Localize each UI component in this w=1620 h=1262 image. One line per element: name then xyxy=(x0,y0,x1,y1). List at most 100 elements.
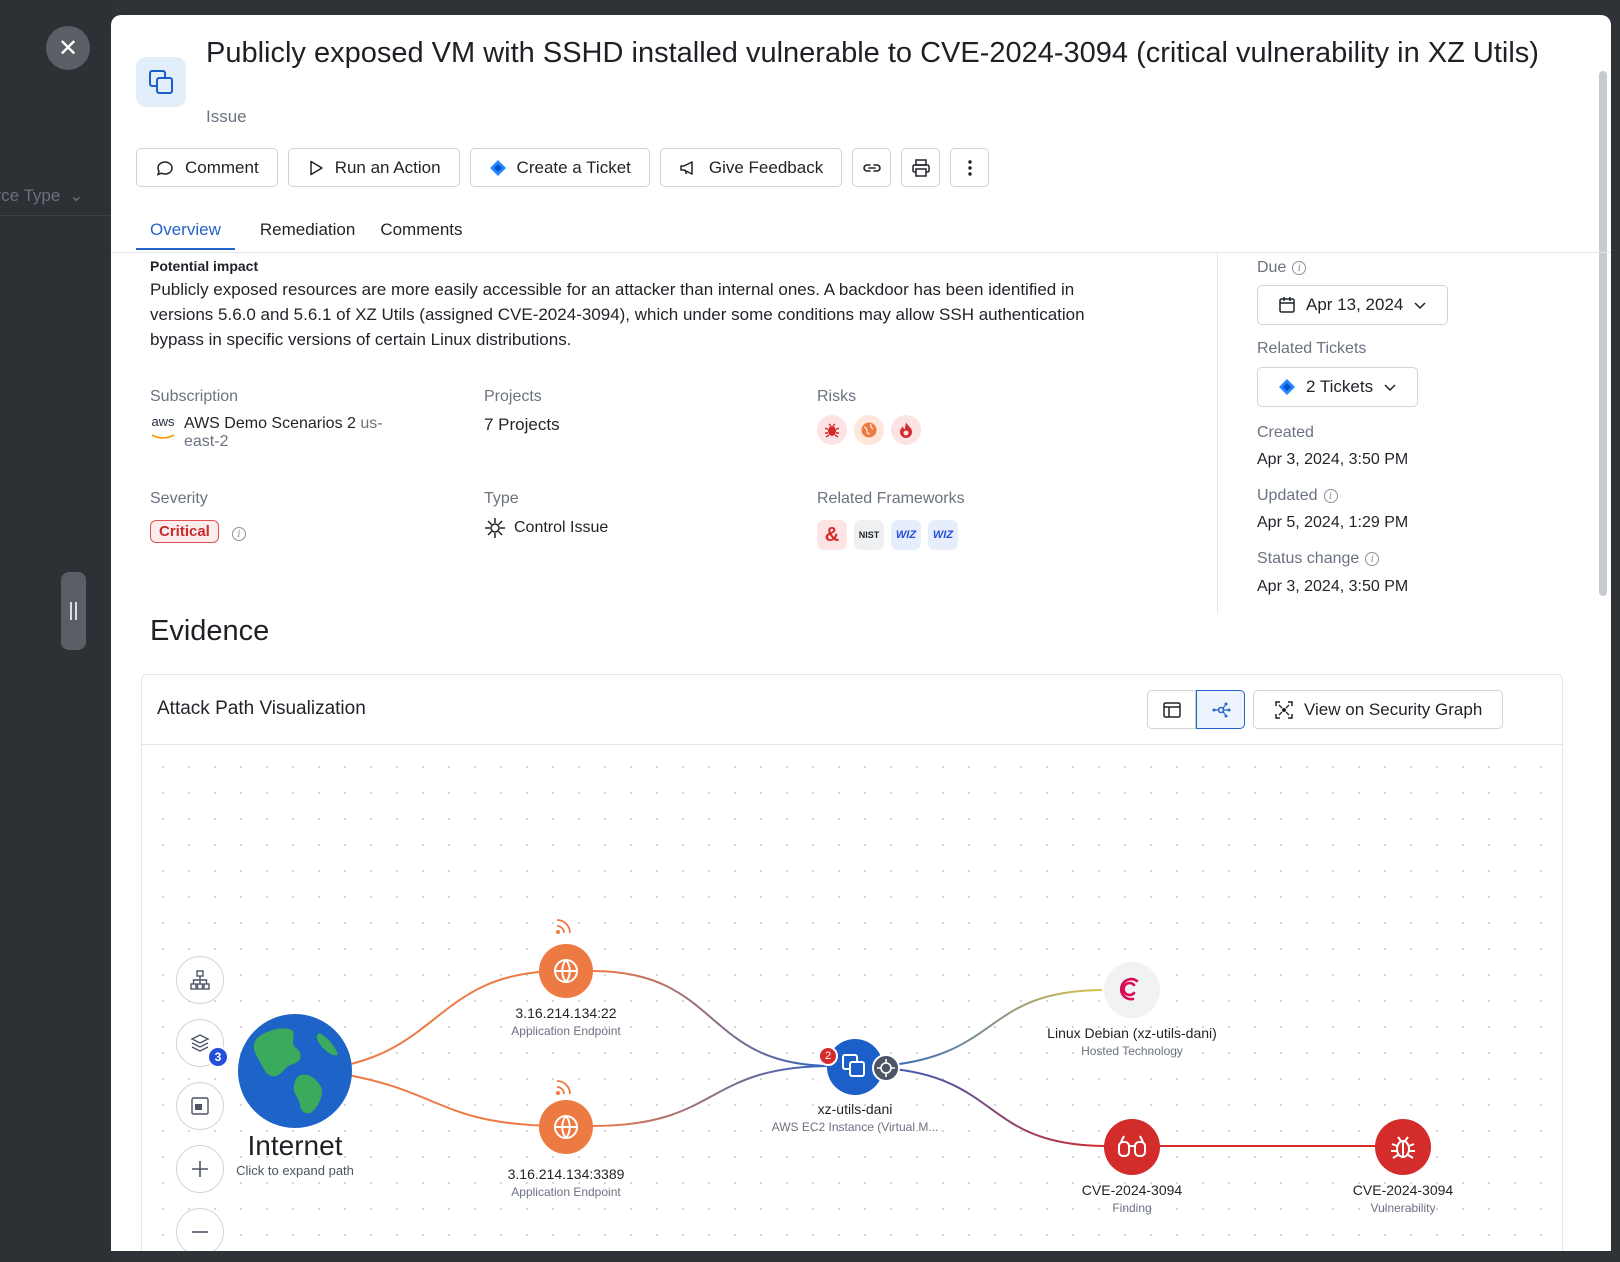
related-tickets-dropdown[interactable]: 2 Tickets xyxy=(1257,367,1419,407)
evidence-heading: Evidence xyxy=(150,615,270,647)
backdrop xyxy=(0,0,112,1262)
comment-button[interactable]: Comment xyxy=(136,148,278,187)
endpoint1-label: 3.16.214.134:22 xyxy=(515,1005,617,1021)
hierarchy-icon xyxy=(190,970,210,990)
endpoint2-label: 3.16.214.134:3389 xyxy=(507,1166,625,1182)
exposed-signal-icon xyxy=(556,1080,571,1095)
chevron-down-icon xyxy=(1414,302,1426,310)
sidebar-divider xyxy=(1217,253,1218,613)
link-icon xyxy=(862,163,881,172)
page-title: Publicly exposed VM with SSHD installed … xyxy=(206,37,1539,69)
issue-panel: Publicly exposed VM with SSHD installed … xyxy=(111,15,1611,1251)
vulnerability-sublabel: Vulnerability xyxy=(1370,1201,1436,1215)
chevron-down-icon xyxy=(1384,384,1396,392)
target-icon xyxy=(872,1054,900,1082)
layers-button[interactable]: 3 xyxy=(176,1019,229,1068)
graph-canvas[interactable]: 3 Internet Click to expand path xyxy=(142,746,1562,1251)
view-security-graph-button[interactable]: View on Security Graph xyxy=(1253,690,1504,729)
vm-icon xyxy=(136,57,186,107)
close-icon: ✕ xyxy=(57,34,79,62)
edge-endpoint1-vm xyxy=(591,970,833,1067)
hierarchy-layout-button[interactable] xyxy=(176,956,224,1004)
close-button[interactable]: ✕ xyxy=(46,26,90,70)
create-ticket-button[interactable]: Create a Ticket xyxy=(469,148,650,187)
attack-path-card: Attack Path Visualization View on Securi… xyxy=(141,674,1563,1251)
projects-value[interactable]: 7 Projects xyxy=(484,415,560,434)
zoom-out-button[interactable] xyxy=(176,1208,224,1251)
finding-binoculars-icon[interactable] xyxy=(1103,1118,1161,1176)
tickets-label: Related Tickets xyxy=(1257,340,1367,357)
bug-risk-icon[interactable] xyxy=(817,415,847,445)
endpoint1-sublabel: Application Endpoint xyxy=(511,1024,621,1038)
subscription-label: Subscription xyxy=(150,388,239,405)
due-date-picker[interactable]: Apr 13, 2024 xyxy=(1257,285,1449,325)
created-value: Apr 3, 2024, 3:50 PM xyxy=(1257,451,1409,468)
info-icon[interactable]: i xyxy=(1292,261,1307,275)
endpoint2-sublabel: Application Endpoint xyxy=(511,1185,621,1199)
type-value: Control Issue xyxy=(484,517,608,539)
internet-globe-icon[interactable] xyxy=(237,1013,353,1129)
give-feedback-button[interactable]: Give Feedback xyxy=(659,148,843,187)
vm-sublabel: AWS EC2 Instance (Virtual M... xyxy=(771,1120,939,1134)
wiz-framework-icon[interactable]: WIZ xyxy=(928,520,958,550)
info-icon[interactable]: i xyxy=(1323,489,1338,503)
projects-label: Projects xyxy=(484,388,542,405)
megaphone-icon xyxy=(680,160,693,175)
view-toggle xyxy=(1147,690,1245,729)
graph-edges xyxy=(341,970,1377,1147)
zoom-in-button[interactable] xyxy=(176,1145,224,1193)
type-label: Type xyxy=(484,490,519,507)
layers-count-badge: 3 xyxy=(207,1046,229,1068)
more-options-button[interactable] xyxy=(950,148,990,187)
tab-comments[interactable]: Comments xyxy=(380,220,463,239)
status-change-value: Apr 3, 2024, 3:50 PM xyxy=(1257,578,1409,595)
info-icon[interactable]: i xyxy=(232,527,246,541)
table-icon xyxy=(1162,701,1181,718)
wiz-framework-icon[interactable]: WIZ xyxy=(891,520,921,550)
updated-label: Updated i xyxy=(1257,487,1338,505)
resize-handle[interactable] xyxy=(61,572,86,650)
play-icon xyxy=(309,160,323,175)
tab-overview[interactable]: Overview xyxy=(136,220,235,250)
table-view-button[interactable] xyxy=(1147,690,1196,729)
page-subtitle: Issue xyxy=(206,107,247,126)
subscription-value[interactable]: aws AWS Demo Scenarios 2 us-east-2 xyxy=(151,414,383,451)
card-title: Attack Path Visualization xyxy=(157,698,366,719)
copy-link-button[interactable] xyxy=(852,148,892,187)
minus-icon xyxy=(192,1231,208,1233)
minimap-icon xyxy=(191,1097,209,1115)
vm-label: xz-utils-dani xyxy=(817,1101,893,1117)
minimap-button[interactable] xyxy=(176,1082,224,1130)
printer-icon xyxy=(911,158,930,177)
tab-bar: Overview Remediation Comments xyxy=(136,220,477,250)
debian-icon[interactable] xyxy=(1103,961,1161,1019)
endpoint-globe-icon[interactable] xyxy=(538,943,594,999)
updated-value: Apr 5, 2024, 1:29 PM xyxy=(1257,514,1409,531)
expand-graph-icon xyxy=(1275,700,1293,719)
vm-node-icon[interactable] xyxy=(826,1038,884,1096)
vulnerability-bug-icon[interactable] xyxy=(1374,1118,1432,1176)
due-label: Due i xyxy=(1257,259,1307,277)
impact-text: Publicly exposed resources are more easi… xyxy=(150,280,1085,349)
edge-vm-finding xyxy=(881,1067,1108,1147)
scrollbar[interactable] xyxy=(1599,71,1607,596)
tabs-divider xyxy=(111,252,1611,253)
endpoint-globe-icon[interactable] xyxy=(538,1099,594,1155)
graph-icon xyxy=(1212,702,1230,717)
print-button[interactable] xyxy=(901,148,941,187)
backdrop-column-header: urce Type ⌄ xyxy=(0,178,112,216)
severity-label: Severity xyxy=(150,490,208,507)
action-toolbar: Comment Run an Action Create a Ticket Gi… xyxy=(136,148,990,187)
run-action-button[interactable]: Run an Action xyxy=(287,148,460,187)
exposure-risk-icon[interactable] xyxy=(854,415,884,445)
frameworks-label: Related Frameworks xyxy=(817,490,965,507)
edge-vm-tech xyxy=(881,989,1103,1067)
tab-remediation[interactable]: Remediation xyxy=(259,220,356,239)
vm-issues-badge: 2 xyxy=(818,1046,838,1066)
framework-icon[interactable]: & xyxy=(817,520,847,550)
nist-framework-icon[interactable]: NIST xyxy=(854,520,884,550)
graph-view-button[interactable] xyxy=(1196,690,1245,729)
info-icon[interactable]: i xyxy=(1365,552,1380,566)
malware-risk-icon[interactable] xyxy=(891,415,921,445)
status-change-label: Status change i xyxy=(1257,550,1380,568)
